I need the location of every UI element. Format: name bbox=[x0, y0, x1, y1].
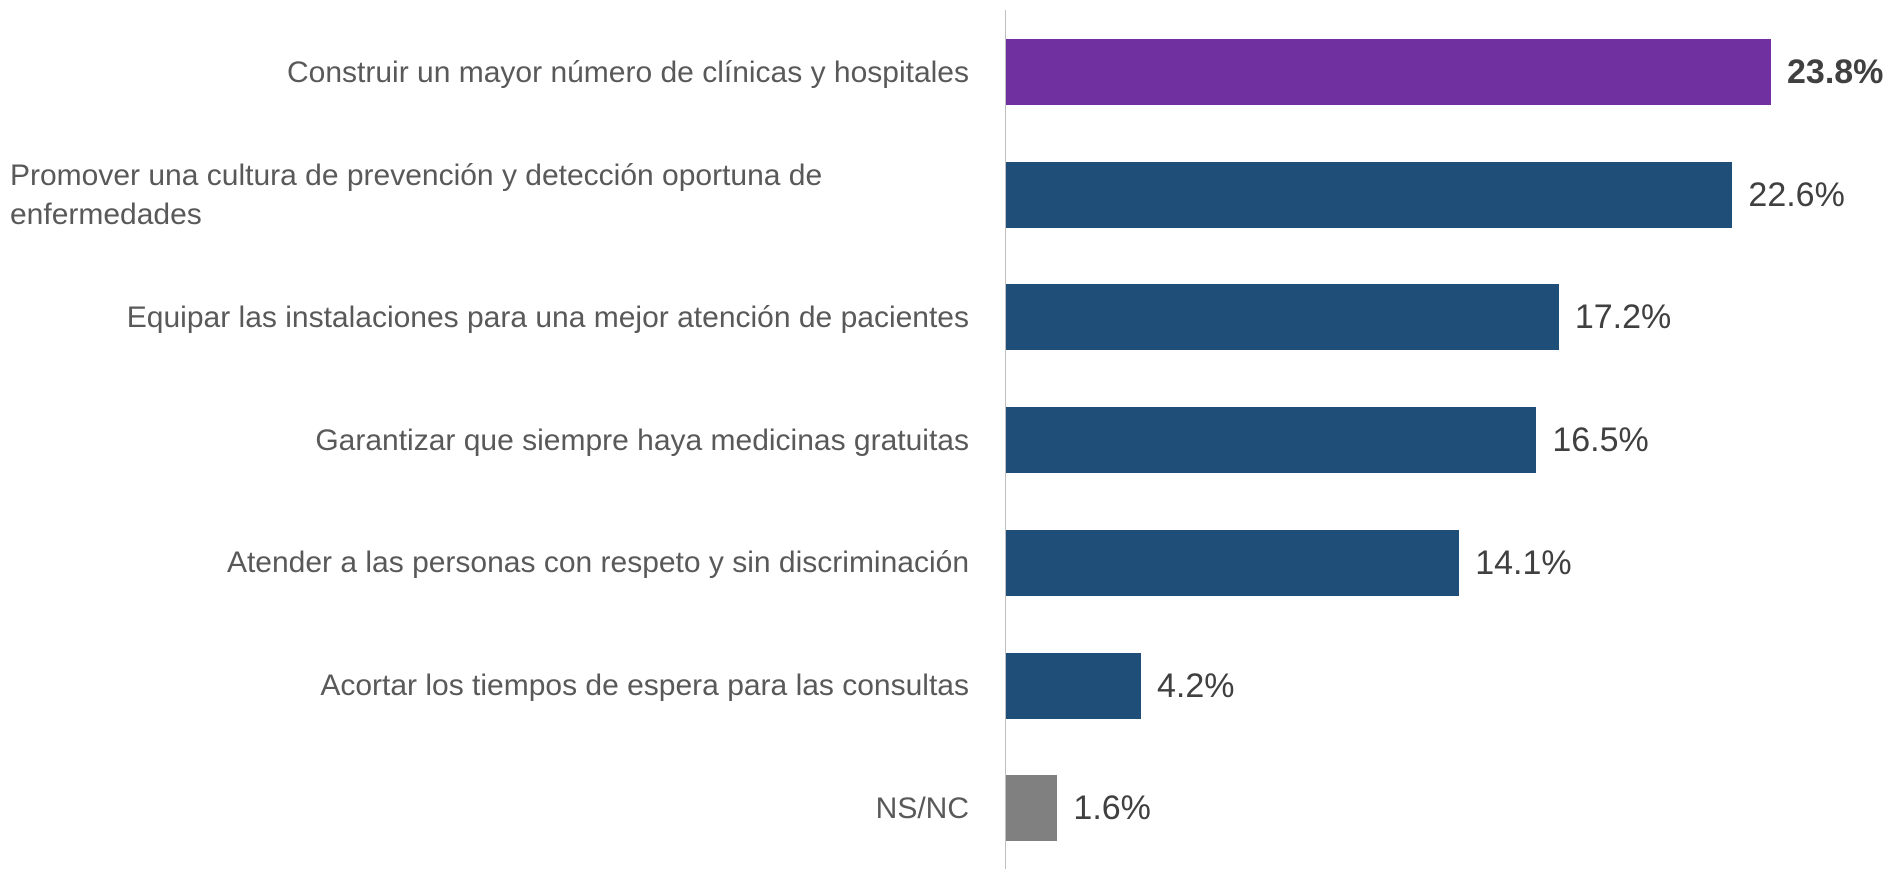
bar bbox=[1006, 161, 1733, 228]
category-text: NS/NC bbox=[875, 791, 969, 825]
category-text: Promover una cultura de prevención y det… bbox=[10, 158, 823, 231]
category-text: Atender a las personas con respeto y sin… bbox=[226, 546, 969, 580]
bar bbox=[1006, 284, 1559, 351]
value-label: 1.6% bbox=[1073, 789, 1151, 828]
category-label: Promover una cultura de prevención y det… bbox=[10, 140, 969, 250]
category-label: Equipar las instalaciones para una mejor… bbox=[10, 262, 969, 372]
value-label: 4.2% bbox=[1157, 666, 1235, 705]
category-label: Acortar los tiempos de espera para las c… bbox=[10, 631, 969, 741]
value-label: 22.6% bbox=[1748, 175, 1845, 214]
value-label: 14.1% bbox=[1475, 543, 1572, 582]
value-label: 16.5% bbox=[1552, 421, 1649, 460]
category-label: NS/NC bbox=[10, 753, 969, 863]
bar bbox=[1006, 652, 1141, 719]
axis-line bbox=[1005, 10, 1006, 869]
category-label: Construir un mayor número de clínicas y … bbox=[10, 17, 969, 127]
bar bbox=[1006, 39, 1771, 105]
category-text: Garantizar que siempre haya medicinas gr… bbox=[315, 423, 969, 457]
category-text: Equipar las instalaciones para una mejor… bbox=[126, 300, 969, 334]
bar bbox=[1006, 407, 1537, 474]
value-label: 23.8% bbox=[1787, 53, 1884, 91]
bar bbox=[1006, 775, 1058, 842]
value-label: 17.2% bbox=[1574, 298, 1672, 337]
category-text: Construir un mayor número de clínicas y … bbox=[287, 55, 969, 89]
category-text: Acortar los tiempos de espera para las c… bbox=[320, 669, 969, 702]
category-label: Atender a las personas con respeto y sin… bbox=[10, 508, 969, 618]
category-label: Garantizar que siempre haya medicinas gr… bbox=[10, 385, 969, 495]
bar bbox=[1006, 529, 1460, 596]
